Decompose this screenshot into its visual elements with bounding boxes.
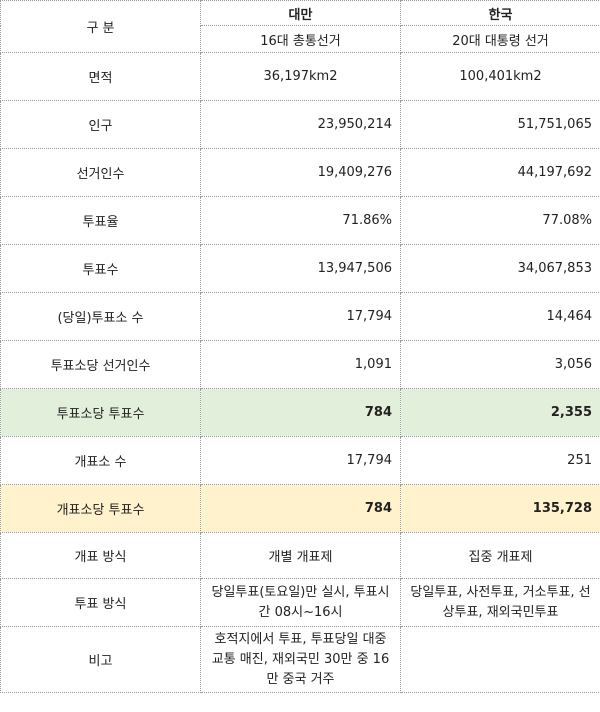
row-label: 투표율 bbox=[0, 196, 201, 245]
korea-value: 100,401km2 bbox=[400, 52, 600, 101]
row-voting-method: 투표 방식 당일투표(토요일)만 실시, 투표시간 08시~16시 당일투표, … bbox=[0, 578, 600, 627]
row-population: 인구 23,950,214 51,751,065 bbox=[0, 100, 600, 149]
taiwan-value: 36,197km2 bbox=[200, 52, 401, 101]
korea-value bbox=[400, 626, 600, 693]
header-taiwan-election: 16대 총통선거 bbox=[200, 25, 401, 53]
row-votes-per-station: 투표소당 투표수 784 2,355 bbox=[0, 388, 600, 437]
korea-value: 3,056 bbox=[400, 340, 600, 389]
korea-value: 77.08% bbox=[400, 196, 600, 245]
row-votes: 투표수 13,947,506 34,067,853 bbox=[0, 244, 600, 293]
taiwan-value: 784 bbox=[200, 388, 401, 437]
taiwan-value: 개별 개표제 bbox=[200, 532, 401, 579]
header-korea-country: 한국 bbox=[400, 0, 600, 26]
korea-value: 집중 개표제 bbox=[400, 532, 600, 579]
row-label: 투표소당 투표수 bbox=[0, 388, 201, 437]
korea-value: 2,355 bbox=[400, 388, 600, 437]
row-remarks: 비고 호적지에서 투표, 투표당일 대중교통 매진, 재외국민 30만 중 16… bbox=[0, 626, 600, 693]
taiwan-value: 17,794 bbox=[200, 292, 401, 341]
row-turnout: 투표율 71.86% 77.08% bbox=[0, 196, 600, 245]
header-korea-election: 20대 대통령 선거 bbox=[400, 25, 600, 53]
taiwan-value: 23,950,214 bbox=[200, 100, 401, 149]
korea-value: 44,197,692 bbox=[400, 148, 600, 197]
row-counting-method: 개표 방식 개별 개표제 집중 개표제 bbox=[0, 532, 600, 579]
korea-value: 51,751,065 bbox=[400, 100, 600, 149]
taiwan-value: 호적지에서 투표, 투표당일 대중교통 매진, 재외국민 30만 중 16만 중… bbox=[200, 626, 401, 693]
taiwan-value: 784 bbox=[200, 484, 401, 533]
header-label: 구 분 bbox=[0, 0, 201, 53]
row-label: 개표 방식 bbox=[0, 532, 201, 579]
korea-value: 135,728 bbox=[400, 484, 600, 533]
header-taiwan-country: 대만 bbox=[200, 0, 401, 26]
row-label: 인구 bbox=[0, 100, 201, 149]
row-voters: 선거인수 19,409,276 44,197,692 bbox=[0, 148, 600, 197]
row-voters-per-station: 투표소당 선거인수 1,091 3,056 bbox=[0, 340, 600, 389]
row-label: 비고 bbox=[0, 626, 201, 693]
row-label: 면적 bbox=[0, 52, 201, 101]
header-row-election: 16대 총통선거 20대 대통령 선거 bbox=[1, 25, 600, 53]
korea-value: 14,464 bbox=[400, 292, 600, 341]
row-polling-stations: (당일)투표소 수 17,794 14,464 bbox=[0, 292, 600, 341]
row-label: (당일)투표소 수 bbox=[0, 292, 201, 341]
election-comparison-table: 구 분 대만 한국 16대 총통선거 20대 대통령 선거 면적 36,197k… bbox=[0, 0, 600, 693]
taiwan-value: 1,091 bbox=[200, 340, 401, 389]
row-label: 개표소 수 bbox=[0, 436, 201, 485]
korea-value: 당일투표, 사전투표, 거소투표, 선상투표, 재외국민투표 bbox=[400, 578, 600, 627]
taiwan-value: 71.86% bbox=[200, 196, 401, 245]
taiwan-value: 17,794 bbox=[200, 436, 401, 485]
row-label: 선거인수 bbox=[0, 148, 201, 197]
taiwan-value: 19,409,276 bbox=[200, 148, 401, 197]
row-label: 개표소당 투표수 bbox=[0, 484, 201, 533]
korea-value: 34,067,853 bbox=[400, 244, 600, 293]
row-counting-centers: 개표소 수 17,794 251 bbox=[0, 436, 600, 485]
taiwan-value: 13,947,506 bbox=[200, 244, 401, 293]
row-votes-per-center: 개표소당 투표수 784 135,728 bbox=[0, 484, 600, 533]
taiwan-value: 당일투표(토요일)만 실시, 투표시간 08시~16시 bbox=[200, 578, 401, 627]
row-label: 투표 방식 bbox=[0, 578, 201, 627]
row-area: 면적 36,197km2 100,401km2 bbox=[0, 52, 600, 101]
row-label: 투표수 bbox=[0, 244, 201, 293]
header-row-country: 구 분 대만 한국 bbox=[0, 0, 600, 53]
korea-value: 251 bbox=[400, 436, 600, 485]
row-label: 투표소당 선거인수 bbox=[0, 340, 201, 389]
